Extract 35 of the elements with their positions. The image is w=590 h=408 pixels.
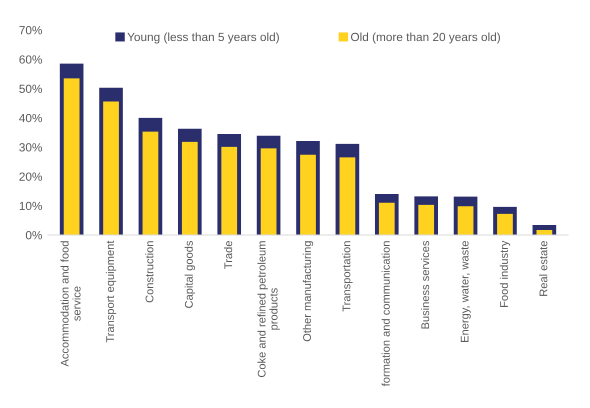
bar	[497, 214, 513, 235]
y-tick-label: 0%	[26, 231, 42, 240]
bar	[64, 78, 80, 235]
legend-label: Old (more than 20 years old)	[350, 32, 500, 44]
x-tick-label: Coke and refined petroleum products	[257, 241, 280, 378]
x-tick-label: Food industry	[500, 240, 510, 307]
bar	[103, 101, 119, 235]
y-tick-label: 40%	[19, 114, 42, 122]
bar	[418, 204, 434, 235]
y-tick-label: 30%	[19, 143, 42, 152]
y-tick-label: 60%	[19, 55, 42, 64]
bar	[300, 154, 316, 235]
bar	[458, 206, 474, 235]
bar	[340, 157, 356, 235]
bar	[378, 202, 395, 235]
bar	[182, 142, 198, 235]
x-tick-label: Construction	[145, 241, 154, 302]
bar	[142, 132, 158, 235]
y-tick-label: 70%	[19, 26, 42, 34]
y-tick-label: 50%	[19, 84, 42, 93]
x-tick-label: Other manufacturing	[302, 241, 314, 342]
bar	[260, 148, 276, 235]
x-tick-label: Trade	[224, 241, 232, 269]
x-tick-label: Capital goods	[184, 240, 195, 308]
x-tick-label: Energy, water, waste	[460, 241, 471, 342]
y-tick-label: 20%	[19, 172, 42, 181]
x-tick-label: Transportation	[342, 241, 353, 312]
y-tick-label: 10%	[20, 202, 42, 210]
bar	[221, 146, 238, 235]
x-tick-label: Accommodation and food service	[60, 241, 81, 367]
x-tick-label: Transport equipment	[106, 240, 116, 342]
x-tick-label: Business services	[421, 240, 430, 329]
legend-label: Young (less than 5 years old)	[127, 32, 279, 44]
x-tick-label: formation and communication	[382, 241, 390, 386]
x-tick-label: Real estate	[539, 241, 548, 296]
